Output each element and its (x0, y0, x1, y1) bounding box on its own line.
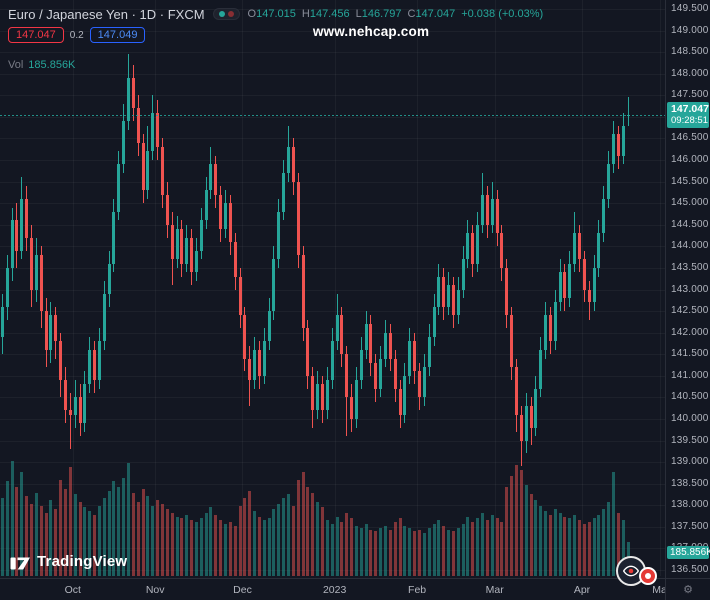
price-tick-label: 141.000 (671, 369, 709, 381)
last-price-countdown: 09:28:51 (671, 114, 708, 126)
price-tick-label: 140.000 (671, 412, 709, 424)
time-tick-label: 2023 (322, 584, 347, 596)
down-dot-icon (227, 11, 234, 17)
price-tick-label: 147.500 (671, 89, 709, 101)
chart-legend: Euro / Japanese Yen · 1D · FXCM O147.015… (8, 6, 543, 71)
symbol-title[interactable]: Euro / Japanese Yen · 1D · FXCM (8, 6, 205, 22)
change-readout: +0.038 (+0.03%) (461, 8, 544, 20)
price-tick-label: 136.500 (671, 564, 709, 575)
volume-label: Vol (8, 59, 24, 71)
time-tick-label: Feb (408, 584, 427, 596)
price-tick-label: 139.000 (671, 456, 709, 468)
volume-value: 185.856K (28, 59, 76, 71)
market-status-toggle[interactable] (212, 8, 240, 20)
axis-settings-gear-icon[interactable]: ⚙ (683, 584, 693, 596)
volume-axis-badge: 185.856K (667, 546, 710, 559)
price-tick-label: 149.500 (671, 3, 709, 14)
ohlc-low: L146.797 (355, 8, 402, 20)
price-tick-label: 138.000 (671, 499, 709, 511)
price-tick-label: 144.000 (671, 240, 709, 252)
ohlc-high: H147.456 (301, 8, 350, 20)
last-price-badge: 147.047 09:28:51 (667, 101, 709, 128)
price-tick-label: 138.500 (671, 477, 709, 489)
last-price-value: 147.047 (671, 102, 709, 115)
volume-indicator-legend: Vol 185.856K (8, 59, 543, 71)
time-tick-label: Oct (64, 584, 81, 596)
sell-price-button[interactable]: 147.047 (8, 27, 64, 43)
tradingview-logo-icon (10, 557, 30, 569)
price-tick-label: 142.000 (671, 326, 709, 338)
ohlc-readout: O147.015 H147.456 L146.797 C147.047 +0.0… (248, 8, 544, 20)
price-tick-label: 142.500 (671, 305, 709, 317)
price-tick-label: 143.000 (671, 283, 709, 295)
buy-price-button[interactable]: 147.049 (89, 27, 146, 43)
ohlc-close: C147.047 (407, 8, 456, 20)
time-axis[interactable]: Oct Nov Dec 2023 Feb Mar Apr Ma (0, 578, 665, 600)
price-tick-label: 145.500 (671, 175, 709, 187)
time-tick-label: Apr (573, 584, 591, 596)
time-tick-label: Dec (233, 584, 252, 596)
record-dot-icon (639, 567, 657, 585)
price-tick-label: 144.500 (671, 218, 709, 230)
price-tick-label: 140.500 (671, 391, 709, 403)
price-tick-label: 148.000 (671, 67, 709, 79)
ohlc-open: O147.015 (247, 8, 296, 20)
tradingview-logo[interactable]: TradingView (10, 553, 127, 570)
price-axis[interactable]: 147.047 09:28:51 185.856K 149.500 149.000… (665, 0, 710, 578)
price-tick-label: 143.500 (671, 261, 709, 273)
tradingview-logo-text: TradingView (37, 553, 128, 570)
time-tick-label: Nov (145, 584, 165, 596)
price-tick-label: 141.500 (671, 348, 709, 360)
candlestick-chart[interactable] (0, 0, 665, 578)
price-tick-label: 139.500 (671, 434, 709, 446)
price-tick-label: 146.000 (671, 154, 709, 166)
price-tick-label: 149.000 (671, 24, 709, 36)
time-tick-label: Mar (485, 584, 504, 596)
price-tick-label: 145.000 (671, 197, 709, 209)
price-tick-label: 148.500 (671, 46, 709, 58)
up-dot-icon (218, 11, 225, 17)
price-tick-label: 137.500 (671, 520, 709, 532)
spread-value: 0.2 (69, 29, 84, 41)
time-tick-label: Ma (652, 584, 665, 596)
price-tick-label: 146.500 (671, 132, 709, 144)
screen-overlay-icons (616, 556, 664, 590)
site-watermark: www.nehcap.com (312, 24, 430, 39)
axis-corner[interactable]: ⚙ (665, 578, 710, 600)
